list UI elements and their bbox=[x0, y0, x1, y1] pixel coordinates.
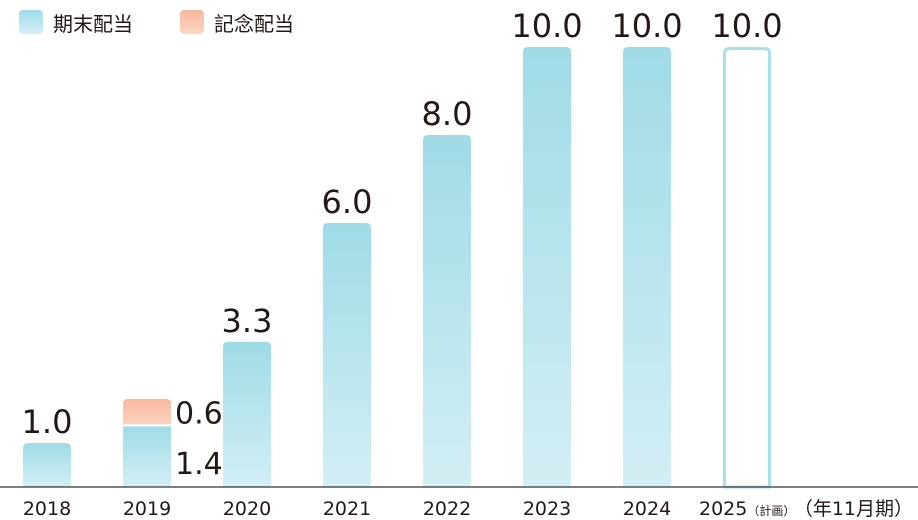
legend-commemorative-swatch bbox=[180, 10, 204, 34]
bar-value-label-2021: 6.0 bbox=[322, 183, 373, 221]
x-axis-unit-label: （年11月期） bbox=[794, 498, 913, 520]
legend-regular-swatch bbox=[19, 10, 43, 34]
x-tick-label-2022: 2022 bbox=[423, 498, 471, 520]
legend-commemorative: 記念配当 bbox=[180, 8, 294, 36]
segment-label-regular-2019: 1.4 bbox=[175, 447, 223, 482]
bar-planned-2025 bbox=[723, 47, 771, 489]
x-tick-label-2024: 2024 bbox=[623, 498, 671, 520]
bar-value-label-2024: 10.0 bbox=[611, 7, 682, 45]
x-tick-label-2021: 2021 bbox=[323, 498, 371, 520]
bar-regular-2020 bbox=[223, 341, 271, 487]
bar-regular-2021 bbox=[323, 223, 371, 487]
bar-regular-2019 bbox=[123, 425, 171, 487]
bar-regular-2018 bbox=[23, 443, 71, 487]
legend-regular-label: 期末配当 bbox=[53, 11, 133, 36]
legend-regular: 期末配当 bbox=[19, 8, 133, 36]
x-tick-label-2019: 2019 bbox=[123, 498, 171, 520]
segment-label-commemorative-2019: 0.6 bbox=[175, 396, 223, 431]
x-tick-label-2020: 2020 bbox=[223, 498, 271, 520]
bar-commemorative-2019 bbox=[123, 399, 171, 426]
bar-value-label-2025: 10.0 bbox=[711, 7, 782, 45]
bar-regular-2022 bbox=[423, 135, 471, 487]
bar-value-label-2022: 8.0 bbox=[422, 95, 473, 133]
bar-value-label-2018: 1.0 bbox=[22, 403, 73, 441]
bar-value-label-2023: 10.0 bbox=[511, 7, 582, 45]
x-tick-note-2025: （計画） bbox=[747, 503, 795, 518]
bar-regular-2023 bbox=[523, 47, 571, 487]
x-tick-label-2023: 2023 bbox=[523, 498, 571, 520]
bar-regular-2024 bbox=[623, 47, 671, 487]
x-tick-label-2025: 2025（計画） bbox=[699, 498, 795, 520]
legend-commemorative-label: 記念配当 bbox=[214, 11, 294, 36]
x-tick-label-2018: 2018 bbox=[23, 498, 71, 520]
bar-value-label-2020: 3.3 bbox=[222, 302, 273, 340]
